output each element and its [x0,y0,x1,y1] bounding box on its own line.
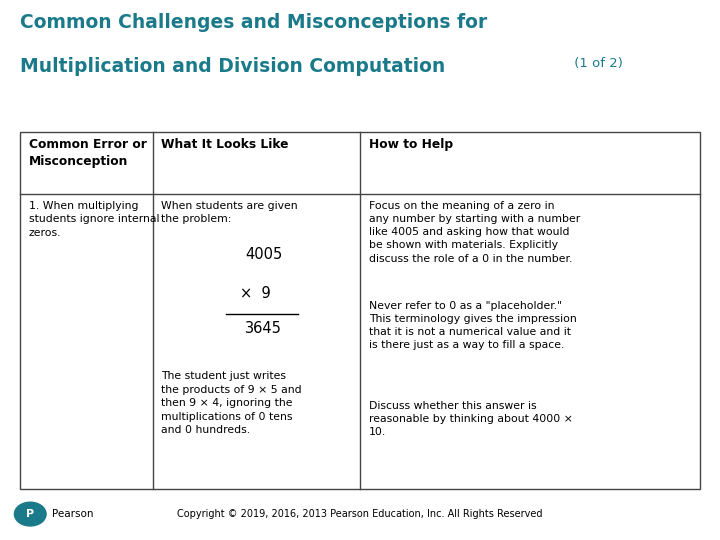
Text: ×  9: × 9 [240,286,270,301]
Text: The student just writes
the products of 9 × 5 and
then 9 × 4, ignoring the
multi: The student just writes the products of … [161,371,302,435]
Text: Multiplication and Division Computation: Multiplication and Division Computation [20,57,446,76]
Text: Common Challenges and Misconceptions for: Common Challenges and Misconceptions for [20,14,487,32]
Text: Focus on the meaning of a zero in
any number by starting with a number
like 4005: Focus on the meaning of a zero in any nu… [369,201,580,264]
Text: Never refer to 0 as a "placeholder."
This terminology gives the impression
that : Never refer to 0 as a "placeholder." Thi… [369,301,577,350]
Text: 3645: 3645 [245,321,282,336]
Text: What It Looks Like: What It Looks Like [161,138,289,151]
Text: (1 of 2): (1 of 2) [570,57,623,70]
Bar [20,132,700,489]
Text: Copyright © 2019, 2016, 2013 Pearson Education, Inc. All Rights Reserved: Copyright © 2019, 2016, 2013 Pearson Edu… [177,509,543,519]
Text: 4005: 4005 [245,247,282,262]
Text: How to Help: How to Help [369,138,453,151]
Text: When students are given
the problem:: When students are given the problem: [161,201,298,225]
Text: Discuss whether this answer is
reasonable by thinking about 4000 ×
10.: Discuss whether this answer is reasonabl… [369,401,572,437]
Text: 1. When multiplying
students ignore internal
zeros.: 1. When multiplying students ignore inte… [29,201,159,238]
Circle shape [14,502,46,526]
Text: Pearson: Pearson [52,509,94,519]
Text: P: P [26,509,35,519]
Text: Common Error or
Misconception: Common Error or Misconception [29,138,147,168]
